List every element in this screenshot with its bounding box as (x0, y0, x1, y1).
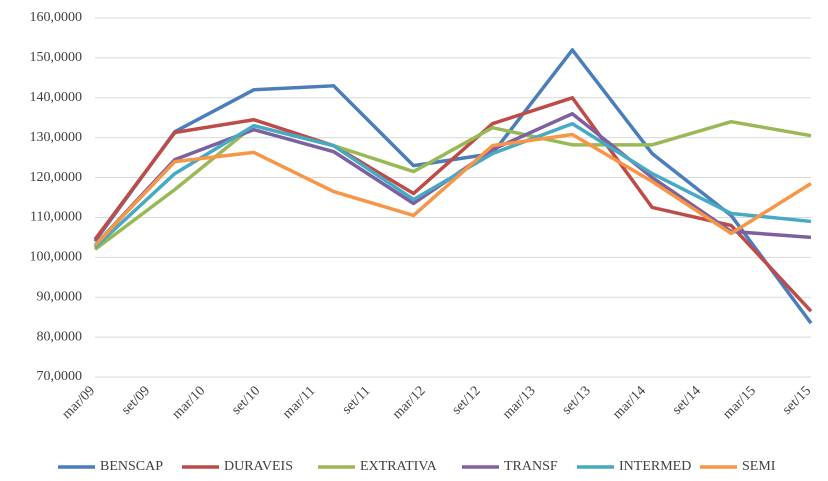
legend-label: BENSCAP (100, 459, 163, 474)
series-line (93, 119, 812, 251)
series-line (93, 132, 812, 247)
y-tick-label: 140,0000 (30, 90, 83, 105)
legend-label: DURAVEIS (224, 459, 293, 474)
y-tick-label: 90,0000 (37, 289, 83, 304)
legend-label: TRANSF (504, 459, 558, 474)
y-tick-label: 160,0000 (30, 10, 83, 25)
x-tick-label: mar/10 (170, 383, 209, 422)
legend-label: INTERMED (619, 459, 691, 474)
y-tick-label: 80,0000 (37, 329, 83, 344)
x-tick-label: set/15 (780, 383, 814, 417)
series-line (93, 48, 813, 325)
y-tick-label: 110,0000 (30, 210, 82, 225)
x-tick-label: set/09 (119, 383, 153, 417)
series-line (93, 121, 812, 249)
y-tick-label: 130,0000 (30, 130, 83, 145)
y-tick-label: 70,0000 (37, 369, 83, 384)
x-tick-label: set/14 (670, 383, 704, 417)
x-tick-label: mar/09 (59, 383, 98, 422)
x-tick-label: mar/13 (500, 383, 539, 422)
x-tick-label: mar/14 (610, 383, 649, 422)
x-tick-label: mar/12 (390, 383, 429, 422)
legend-label: SEMI (742, 459, 776, 474)
legend-label: EXTRATIVA (360, 459, 438, 474)
y-tick-label: 100,0000 (30, 250, 83, 265)
y-tick-label: 120,0000 (30, 170, 83, 185)
x-tick-label: mar/11 (280, 383, 318, 421)
x-tick-label: set/13 (560, 383, 594, 417)
x-tick-label: mar/15 (720, 383, 759, 422)
y-tick-label: 150,0000 (30, 50, 83, 65)
series-line (93, 96, 813, 313)
x-tick-label: set/12 (449, 383, 483, 417)
x-tick-label: set/10 (229, 383, 263, 417)
x-tick-label: set/11 (340, 383, 374, 417)
